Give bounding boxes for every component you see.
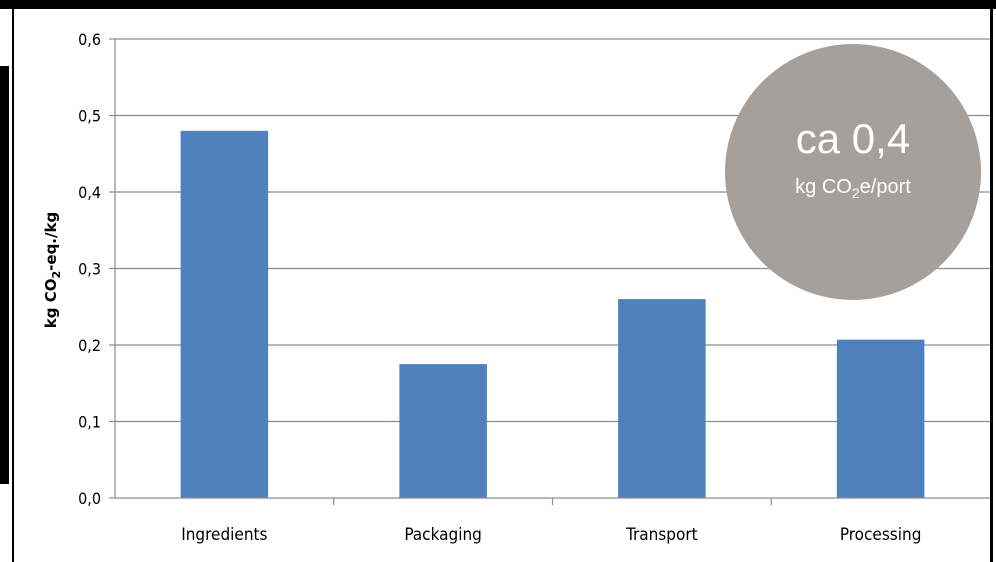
y-tick-label: 0,3 bbox=[78, 260, 101, 279]
x-tick-label: Packaging bbox=[404, 525, 482, 545]
bar-ingredients bbox=[180, 130, 269, 499]
top-border bbox=[0, 0, 996, 9]
y-tick-label: 0,1 bbox=[78, 413, 101, 432]
right-border bbox=[990, 9, 993, 562]
bar-processing bbox=[836, 339, 925, 498]
y-tick-label: 0,4 bbox=[78, 183, 101, 202]
x-tick-label: Processing bbox=[840, 525, 922, 545]
bars bbox=[180, 130, 925, 499]
bar-packaging bbox=[399, 364, 487, 498]
bubble-unit-text: kg CO2e/port bbox=[795, 176, 911, 201]
y-tick-label: 0,5 bbox=[78, 107, 101, 126]
left-edge-strip bbox=[0, 66, 9, 484]
bubble-main-text: ca 0,4 bbox=[796, 115, 910, 162]
bubble-circle bbox=[725, 44, 981, 300]
y-tick-label: 0,6 bbox=[78, 30, 101, 49]
bar-transport bbox=[618, 299, 706, 498]
annotation-bubble: ca 0,4 kg CO2e/port bbox=[725, 44, 981, 300]
x-tick-labels: Ingredients Packaging Transport Processing bbox=[181, 525, 921, 545]
axes bbox=[114, 39, 990, 505]
y-tick-label: 0,0 bbox=[78, 489, 101, 508]
left-border bbox=[12, 9, 14, 562]
x-tick-label: Ingredients bbox=[181, 525, 267, 545]
y-tick-label: 0,2 bbox=[78, 336, 101, 355]
x-tick-label: Transport bbox=[625, 525, 698, 545]
y-axis-label: kg CO2-eq./kg bbox=[42, 212, 63, 328]
y-tick-labels: 0,0 0,1 0,2 0,3 0,4 0,5 0,6 bbox=[78, 30, 101, 508]
